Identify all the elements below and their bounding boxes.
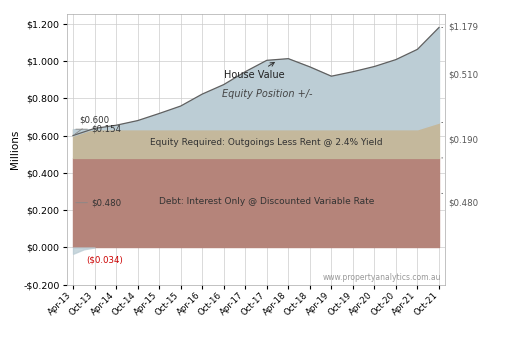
Text: www.propertyanalytics.com.au: www.propertyanalytics.com.au bbox=[323, 273, 442, 282]
Text: $0.510: $0.510 bbox=[449, 70, 479, 79]
Text: $1.179: $1.179 bbox=[449, 23, 479, 32]
Text: $0.600: $0.600 bbox=[75, 115, 110, 134]
Text: House Value: House Value bbox=[224, 62, 284, 80]
Text: Equity Required: Outgoings Less Rent @ 2.4% Yield: Equity Required: Outgoings Less Rent @ 2… bbox=[151, 137, 383, 147]
Text: $0.154: $0.154 bbox=[91, 125, 121, 134]
Text: $0.190: $0.190 bbox=[449, 136, 479, 145]
Text: $0.480: $0.480 bbox=[449, 198, 479, 207]
Text: Debt: Interest Only @ Discounted Variable Rate: Debt: Interest Only @ Discounted Variabl… bbox=[159, 197, 374, 206]
Y-axis label: Millions: Millions bbox=[10, 130, 20, 169]
Text: Equity Position +/-: Equity Position +/- bbox=[222, 89, 312, 99]
Text: ($0.034): ($0.034) bbox=[86, 256, 123, 265]
Text: $0.480: $0.480 bbox=[91, 198, 121, 207]
